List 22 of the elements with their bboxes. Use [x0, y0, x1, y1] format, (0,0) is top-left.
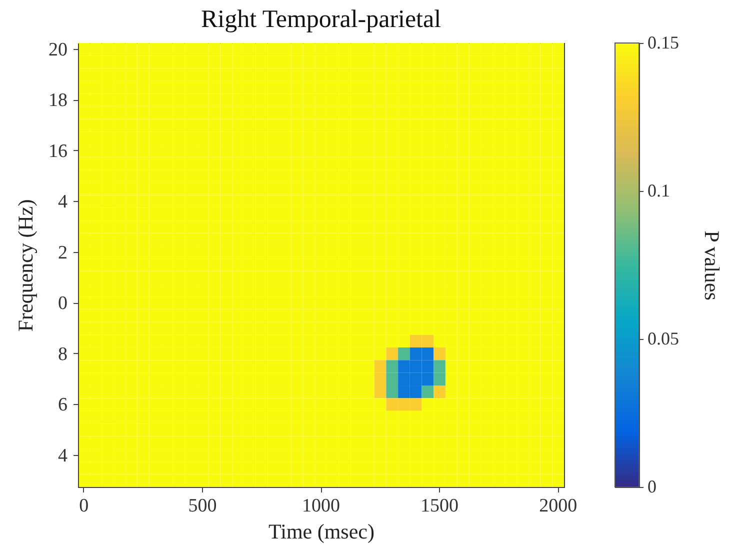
- y-tick-label: 0: [58, 293, 68, 314]
- x-tick-label: 0: [79, 496, 89, 516]
- y-axis-title: Frequency (Hz): [14, 199, 38, 332]
- y-tick-label: 4: [58, 192, 68, 213]
- x-axis-title: Time (msec): [268, 520, 374, 544]
- color-bar-label: 0.15: [648, 32, 679, 52]
- x-tick-label: 1000: [302, 496, 340, 516]
- y-tick-label: 16: [48, 140, 68, 162]
- y-tick-label: 6: [58, 394, 68, 416]
- y-tick-label: 18: [48, 90, 68, 112]
- y-tick-label: 4: [58, 445, 68, 466]
- y-tick-label: 2: [58, 242, 68, 264]
- x-tick-label: 2000: [539, 496, 578, 516]
- color-bar-label: 0.1: [648, 180, 670, 200]
- y-tick-label: 8: [58, 344, 68, 365]
- y-tick-label: 20: [48, 39, 68, 60]
- color-bar-label: 0: [648, 476, 656, 496]
- x-tick-label: 1500: [420, 496, 459, 516]
- color-bar-title: P values: [700, 230, 724, 300]
- color-bar-label: 0.05: [648, 328, 679, 348]
- chart-title: Right Temporal-parietal: [200, 6, 442, 33]
- x-tick-label: 500: [188, 496, 217, 516]
